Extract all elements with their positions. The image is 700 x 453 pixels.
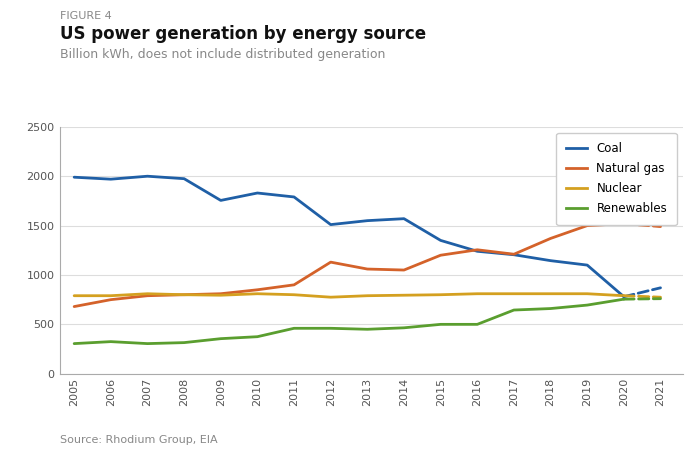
Text: US power generation by energy source: US power generation by energy source	[60, 25, 426, 43]
Text: Source: Rhodium Group, EIA: Source: Rhodium Group, EIA	[60, 435, 217, 445]
Text: FIGURE 4: FIGURE 4	[60, 11, 111, 21]
Text: Billion kWh, does not include distributed generation: Billion kWh, does not include distribute…	[60, 48, 385, 61]
Legend: Coal, Natural gas, Nuclear, Renewables: Coal, Natural gas, Nuclear, Renewables	[556, 133, 677, 225]
